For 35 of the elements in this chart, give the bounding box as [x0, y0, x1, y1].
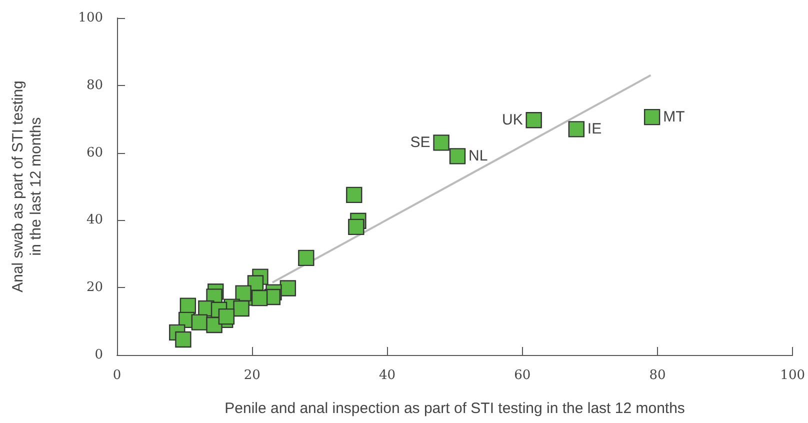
y-tick-label: 60 — [86, 145, 103, 160]
point — [346, 186, 362, 204]
point — [298, 250, 314, 266]
annotation: MT — [663, 108, 685, 126]
point — [235, 285, 252, 302]
x-axis-title: Penile and anal inspection as part of STI testing in the last 12 months — [224, 400, 685, 417]
x-tick-label: 80 — [649, 368, 666, 383]
y-tick-label: 20 — [86, 280, 103, 296]
y-tick-label: 100 — [78, 10, 103, 26]
point — [644, 108, 660, 126]
y-tick-label: 80 — [86, 78, 103, 93]
point — [233, 300, 250, 317]
point — [175, 331, 192, 348]
point — [433, 134, 450, 151]
y-axis-title: Anal swab as part of STI testing in the last 12 months — [10, 80, 44, 292]
point — [251, 290, 268, 306]
y-tick-label: 40 — [86, 212, 103, 228]
annotation: IE — [587, 120, 602, 138]
point — [218, 308, 235, 325]
annotation: SE — [410, 134, 430, 152]
point — [568, 121, 585, 138]
point — [280, 280, 296, 296]
annotation: UK — [502, 112, 523, 129]
point — [180, 298, 196, 314]
x-tick-label: 60 — [514, 368, 531, 383]
point — [526, 112, 542, 128]
point — [348, 218, 364, 236]
x-tick-label: 40 — [378, 368, 396, 383]
point — [449, 148, 466, 164]
x-tick-label: 0 — [112, 368, 122, 383]
annotation: NL — [468, 148, 488, 165]
x-tick-label: 20 — [244, 368, 260, 383]
y-tick-label: 0 — [94, 348, 103, 362]
point — [191, 314, 208, 330]
x-tick-label: 100 — [780, 368, 806, 383]
